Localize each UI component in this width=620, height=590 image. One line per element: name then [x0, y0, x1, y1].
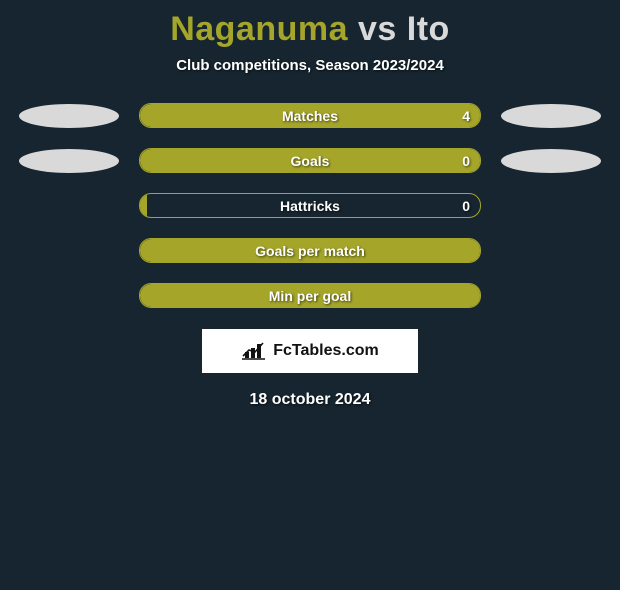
stat-row-mpg: Min per goal	[0, 284, 620, 307]
bar-value-matches: 4	[462, 108, 470, 124]
bar-gpm: Goals per match	[139, 238, 481, 263]
bar-value-goals: 0	[462, 153, 470, 169]
logo-text: FcTables.com	[273, 342, 379, 360]
ellipse-left-goals	[19, 149, 119, 173]
ellipse-right-goals	[501, 149, 601, 173]
title-player1: Naganuma	[170, 10, 348, 48]
bar-fill-hattricks	[140, 194, 147, 217]
bar-label-goals: Goals	[291, 153, 330, 169]
stats-rows: Matches 4 Goals 0 Hattricks 0 Goals per match M…	[0, 104, 620, 307]
ellipse-right-matches	[501, 104, 601, 128]
ellipse-left-matches	[19, 104, 119, 128]
logo-box: FcTables.com	[202, 329, 418, 373]
bar-hattricks: Hattricks 0	[139, 193, 481, 218]
bar-value-hattricks: 0	[462, 198, 470, 214]
stat-row-matches: Matches 4	[0, 104, 620, 127]
stat-row-goals: Goals 0	[0, 149, 620, 172]
page-title: Naganuma vs Ito	[0, 10, 620, 49]
bar-goals: Goals 0	[139, 148, 481, 173]
bar-matches: Matches 4	[139, 103, 481, 128]
title-vs: vs	[358, 10, 397, 48]
subtitle: Club competitions, Season 2023/2024	[0, 57, 620, 74]
stat-row-hattricks: Hattricks 0	[0, 194, 620, 217]
bar-label-mpg: Min per goal	[269, 288, 351, 304]
title-player2: Ito	[407, 10, 450, 48]
bar-label-gpm: Goals per match	[255, 243, 365, 259]
stat-row-gpm: Goals per match	[0, 239, 620, 262]
bar-mpg: Min per goal	[139, 283, 481, 308]
chart-icon	[241, 341, 267, 361]
date-text: 18 october 2024	[0, 391, 620, 409]
bar-label-hattricks: Hattricks	[280, 198, 340, 214]
bar-label-matches: Matches	[282, 108, 338, 124]
